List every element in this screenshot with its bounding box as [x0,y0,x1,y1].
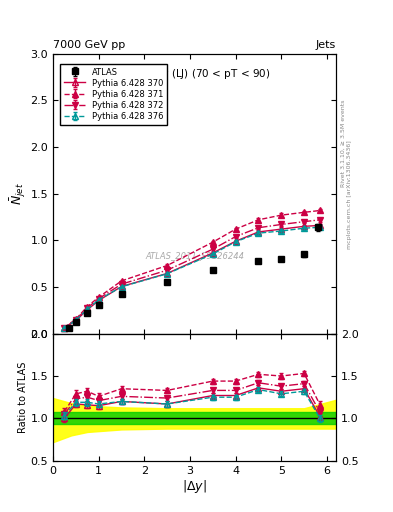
Text: $N_{jet}$ vs $\Delta y$ (LJ) (70 < pT < 90): $N_{jet}$ vs $\Delta y$ (LJ) (70 < pT < … [119,68,270,82]
Y-axis label: Ratio to ATLAS: Ratio to ATLAS [18,361,28,433]
Text: Rivet 3.1.10, ≥ 3.5M events: Rivet 3.1.10, ≥ 3.5M events [341,100,346,187]
Text: Jets: Jets [316,40,336,50]
Text: mcplots.cern.ch [arXiv:1306.3436]: mcplots.cern.ch [arXiv:1306.3436] [347,140,352,249]
Text: ATLAS_2011_S9126244: ATLAS_2011_S9126244 [145,251,244,260]
Text: 7000 GeV pp: 7000 GeV pp [53,40,125,50]
Legend: ATLAS, Pythia 6.428 370, Pythia 6.428 371, Pythia 6.428 372, Pythia 6.428 376: ATLAS, Pythia 6.428 370, Pythia 6.428 37… [60,63,167,125]
Y-axis label: $\bar{N}_{jet}$: $\bar{N}_{jet}$ [8,182,28,205]
X-axis label: $|\Delta y|$: $|\Delta y|$ [182,478,207,496]
